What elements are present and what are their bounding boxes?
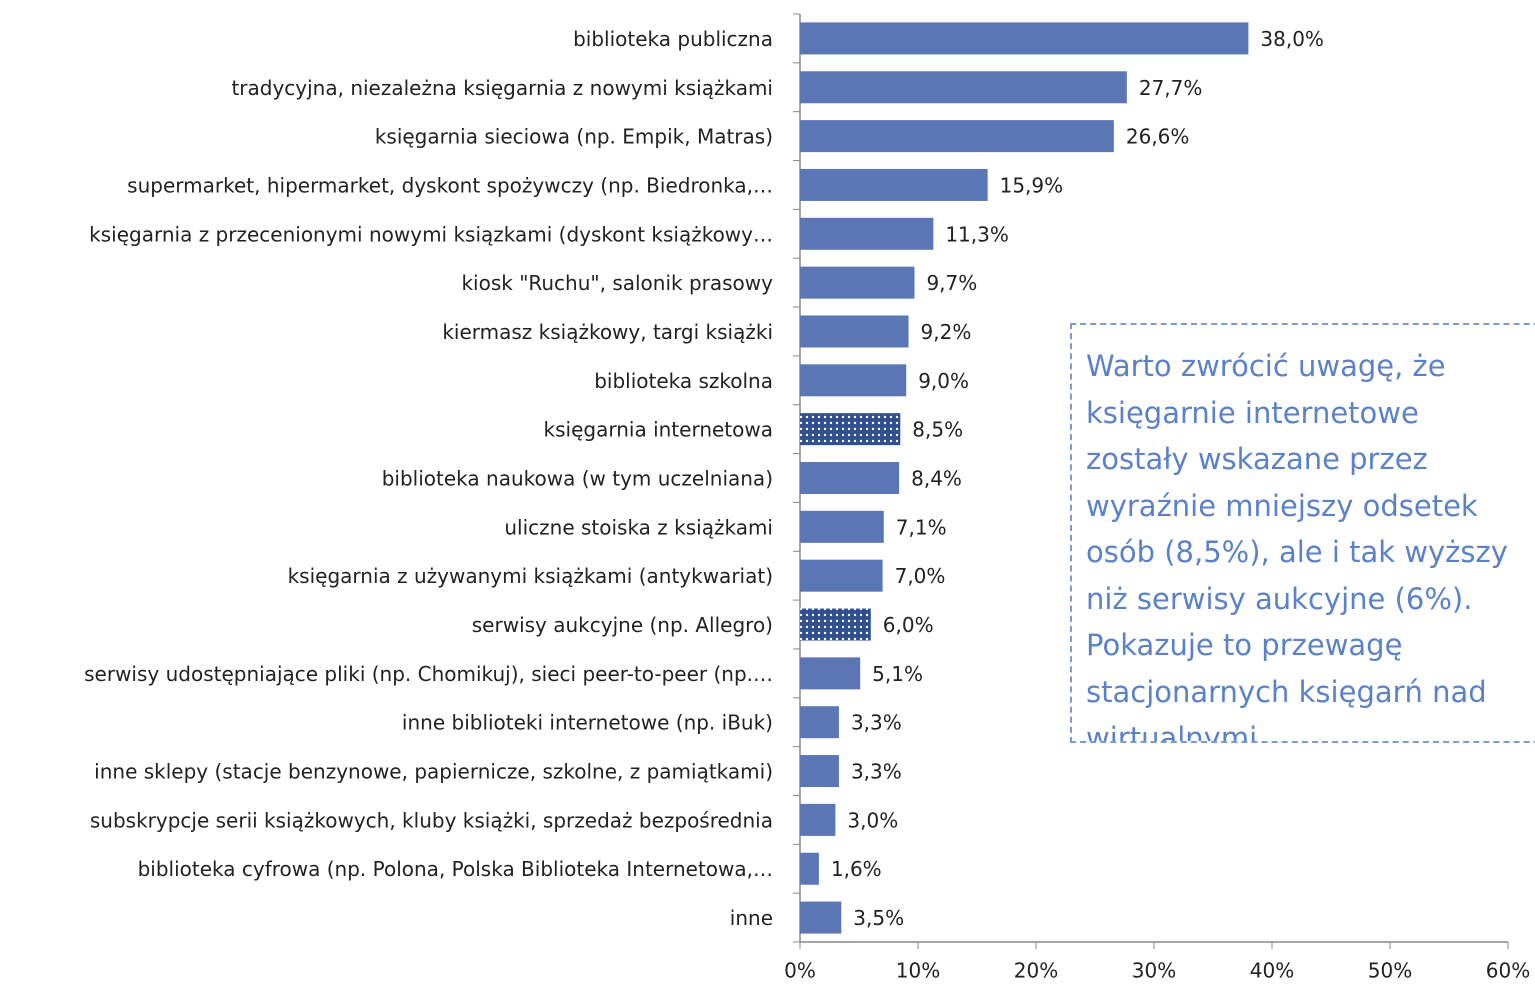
value-label: 7,0% bbox=[895, 564, 946, 588]
bar bbox=[800, 852, 819, 885]
value-label: 38,0% bbox=[1260, 27, 1324, 51]
value-label: 8,5% bbox=[912, 418, 963, 442]
category-label: kiermasz książkowy, targi książki bbox=[442, 320, 773, 344]
value-label: 11,3% bbox=[945, 222, 1009, 246]
bar bbox=[800, 510, 884, 543]
annotation-line: wyraźnie mniejszy odsetek bbox=[1086, 488, 1478, 523]
bar bbox=[800, 168, 988, 201]
category-label: księgarnia z przecenionymi nowymi ksiązk… bbox=[89, 222, 773, 246]
annotation-box: Warto zwrócić uwagę, że księgarnie intern… bbox=[1070, 323, 1535, 743]
category-label: inne bbox=[730, 906, 773, 930]
bar bbox=[800, 755, 839, 788]
category-label: tradycyjna, niezależna księgarnia z nowy… bbox=[231, 76, 773, 100]
annotation-line: wirtualnymi. bbox=[1086, 721, 1267, 743]
bar bbox=[800, 315, 909, 348]
category-label: subskrypcje serii książkowych, kluby ksi… bbox=[90, 808, 773, 832]
bar bbox=[800, 413, 901, 446]
category-label: inne biblioteki internetowe (np. iBuk) bbox=[402, 711, 773, 735]
annotation-line: zostały wskazane przez bbox=[1086, 442, 1428, 476]
bar bbox=[800, 71, 1127, 104]
bar bbox=[800, 706, 839, 739]
category-label: kiosk "Ruchu", salonik prasowy bbox=[461, 271, 773, 295]
x-tick-label: 10% bbox=[896, 959, 940, 983]
bar bbox=[800, 120, 1114, 153]
category-label: biblioteka publiczna bbox=[573, 27, 773, 51]
value-label: 9,2% bbox=[921, 320, 972, 344]
value-label: 3,3% bbox=[851, 760, 902, 784]
x-tick-label: 30% bbox=[1132, 959, 1176, 983]
value-label: 8,4% bbox=[911, 467, 962, 491]
category-label: serwisy udostępniające pliki (np. Chomik… bbox=[84, 662, 773, 686]
value-label: 26,6% bbox=[1126, 125, 1190, 149]
x-tick-label: 50% bbox=[1368, 959, 1412, 983]
value-label: 3,0% bbox=[847, 808, 898, 832]
annotation-line: Pokazuje to przewagę bbox=[1086, 628, 1403, 662]
category-label: biblioteka szkolna bbox=[594, 369, 773, 393]
value-label: 27,7% bbox=[1139, 76, 1203, 100]
bar bbox=[800, 803, 836, 836]
category-label: uliczne stoiska z książkami bbox=[504, 515, 773, 539]
bar bbox=[800, 364, 907, 397]
category-label: biblioteka naukowa (w tym uczelniana) bbox=[382, 467, 773, 491]
x-tick-label: 40% bbox=[1250, 959, 1294, 983]
bar bbox=[800, 608, 871, 641]
category-label: księgarnia z używanymi książkami (antykw… bbox=[288, 564, 773, 588]
value-label: 15,9% bbox=[1000, 173, 1064, 197]
annotation-line: niż serwisy aukcyjne (6%). bbox=[1086, 581, 1473, 616]
bar bbox=[800, 22, 1249, 55]
bar bbox=[800, 266, 915, 299]
category-label: supermarket, hipermarket, dyskont spożyw… bbox=[127, 173, 773, 197]
bar bbox=[800, 462, 900, 494]
bar bbox=[800, 559, 883, 592]
x-tick-label: 20% bbox=[1014, 959, 1058, 983]
category-label: księgarnia internetowa bbox=[544, 418, 773, 442]
value-label: 7,1% bbox=[896, 515, 947, 539]
category-label: serwisy aukcyjne (np. Allegro) bbox=[472, 613, 773, 637]
category-label: biblioteka cyfrowa (np. Polona, Polska B… bbox=[138, 857, 773, 881]
category-label: inne sklepy (stacje benzynowe, papiernic… bbox=[94, 760, 773, 784]
value-label: 5,1% bbox=[872, 662, 923, 686]
value-label: 9,7% bbox=[926, 271, 977, 295]
value-label: 1,6% bbox=[831, 857, 882, 881]
annotation-line: księgarnie internetowe bbox=[1086, 395, 1419, 430]
annotation-line: stacjonarnych księgarń nad bbox=[1086, 674, 1487, 709]
bar bbox=[800, 901, 842, 934]
value-label: 3,3% bbox=[851, 711, 902, 735]
value-label: 9,0% bbox=[918, 369, 969, 393]
x-tick-label: 60% bbox=[1486, 959, 1530, 983]
x-tick-label: 0% bbox=[784, 959, 816, 983]
value-label: 3,5% bbox=[853, 906, 904, 930]
category-label: księgarnia sieciowa (np. Empik, Matras) bbox=[375, 125, 773, 149]
annotation-line: osób (8,5%), ale i tak wyższy bbox=[1086, 535, 1508, 569]
annotation-line: Warto zwrócić uwagę, że bbox=[1086, 349, 1446, 383]
bar bbox=[800, 657, 861, 690]
value-label: 6,0% bbox=[883, 613, 934, 637]
bar bbox=[800, 217, 934, 250]
